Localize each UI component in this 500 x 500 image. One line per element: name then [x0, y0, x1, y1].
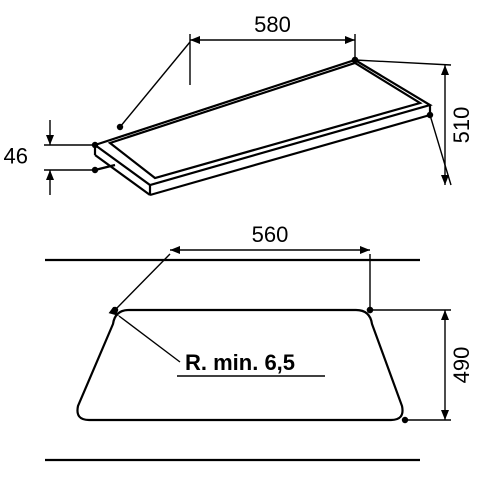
radius-label-text: R. min. 6,5	[185, 350, 295, 375]
hob-top-view	[95, 60, 430, 195]
dim-height-46: 46	[4, 120, 99, 195]
dim-cut-depth-490: 490	[367, 307, 474, 423]
dim-580-label: 580	[254, 12, 291, 37]
dim-490-label: 490	[449, 347, 474, 384]
dim-510-label: 510	[449, 107, 474, 144]
dim-cut-width-560: 560	[112, 222, 373, 313]
dim-46-label: 46	[4, 143, 28, 168]
dim-560-label: 560	[252, 222, 289, 247]
radius-callout: R. min. 6,5	[109, 307, 325, 376]
